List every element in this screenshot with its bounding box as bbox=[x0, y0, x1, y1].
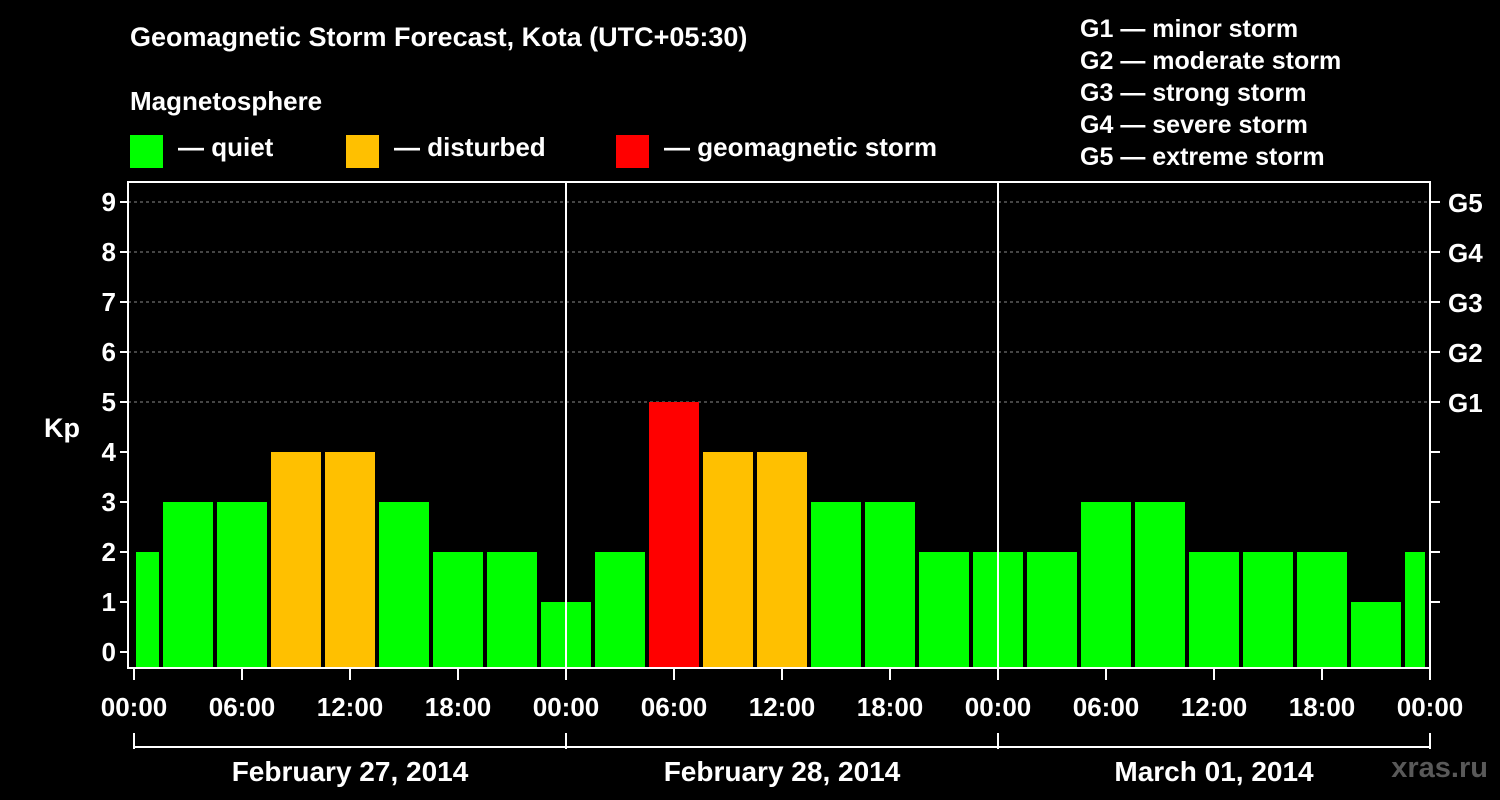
storm-level: G3 bbox=[1080, 79, 1114, 107]
x-tick-label: 12:00 bbox=[749, 692, 816, 722]
y-tick-label: 3 bbox=[102, 487, 116, 517]
kp-bar bbox=[1351, 602, 1401, 668]
legend-heading: Magnetosphere bbox=[130, 86, 323, 116]
g-scale-label: G5 bbox=[1448, 188, 1483, 218]
kp-bar bbox=[1405, 552, 1425, 668]
storm-scale-g2: G2 — moderate storm bbox=[1080, 47, 1341, 76]
storm-scale-g4: G4 — severe storm bbox=[1080, 111, 1308, 140]
x-tick-label: 18:00 bbox=[425, 692, 492, 722]
x-tick-label: 06:00 bbox=[1073, 692, 1140, 722]
kp-bar bbox=[757, 452, 807, 668]
storm-scale-g1: G1 — minor storm bbox=[1080, 15, 1298, 44]
x-tick-label: 00:00 bbox=[101, 692, 168, 722]
legend-swatch-disturbed bbox=[346, 135, 379, 168]
x-tick-label: 18:00 bbox=[857, 692, 924, 722]
g-scale-label: G3 bbox=[1448, 288, 1483, 318]
chart-title: Geomagnetic Storm Forecast, Kota (UTC+05… bbox=[130, 22, 748, 52]
kp-bar bbox=[163, 502, 213, 668]
x-tick-label: 18:00 bbox=[1289, 692, 1356, 722]
x-tick-label: 06:00 bbox=[209, 692, 276, 722]
legend-label-disturbed: — disturbed bbox=[394, 132, 546, 162]
storm-desc: — minor storm bbox=[1120, 15, 1299, 43]
legend-swatch-quiet bbox=[130, 135, 163, 168]
g-scale-label: G4 bbox=[1448, 238, 1483, 268]
kp-bar bbox=[1189, 552, 1239, 668]
legend-label-storm: — geomagnetic storm bbox=[664, 132, 938, 162]
kp-bar bbox=[271, 452, 321, 668]
legend-swatch-storm bbox=[616, 135, 649, 168]
storm-desc: — moderate storm bbox=[1120, 47, 1342, 75]
y-axis-label: Kp bbox=[44, 413, 80, 443]
kp-bar bbox=[649, 402, 699, 668]
storm-desc: — extreme storm bbox=[1120, 143, 1325, 171]
kp-bar bbox=[703, 452, 753, 668]
x-tick-label: 12:00 bbox=[317, 692, 384, 722]
kp-bar bbox=[1081, 502, 1131, 668]
y-tick-label: 0 bbox=[102, 637, 116, 667]
y-tick-label: 9 bbox=[102, 187, 116, 217]
y-tick-label: 6 bbox=[102, 337, 116, 367]
legend-label-quiet: — quiet bbox=[178, 132, 274, 162]
g-scale-label: G2 bbox=[1448, 338, 1483, 368]
kp-bar bbox=[595, 552, 645, 668]
storm-desc: — strong storm bbox=[1120, 79, 1307, 107]
storm-level: G1 bbox=[1080, 15, 1114, 43]
plot-frame bbox=[127, 181, 1431, 669]
x-tick-label: 06:00 bbox=[641, 692, 708, 722]
y-tick-label: 4 bbox=[102, 437, 117, 467]
storm-level: G2 bbox=[1080, 47, 1114, 75]
kp-bar bbox=[919, 552, 969, 668]
kp-bar bbox=[973, 552, 1023, 668]
storm-level: G5 bbox=[1080, 143, 1114, 171]
date-label: March 01, 2014 bbox=[1114, 756, 1314, 787]
date-label: February 27, 2014 bbox=[232, 756, 469, 787]
date-label: February 28, 2014 bbox=[664, 756, 901, 787]
kp-bar bbox=[1027, 552, 1077, 668]
y-tick-label: 8 bbox=[102, 237, 116, 267]
kp-bar bbox=[811, 502, 861, 668]
x-tick-label: 00:00 bbox=[1397, 692, 1464, 722]
storm-scale-g5: G5 — extreme storm bbox=[1080, 143, 1325, 172]
kp-bar bbox=[325, 452, 375, 668]
kp-bar bbox=[1135, 502, 1185, 668]
kp-bar bbox=[433, 552, 483, 668]
x-tick-label: 00:00 bbox=[965, 692, 1032, 722]
y-tick-label: 5 bbox=[102, 387, 116, 417]
storm-scale-g3: G3 — strong storm bbox=[1080, 79, 1306, 108]
kp-bar bbox=[217, 502, 267, 668]
kp-bar bbox=[1243, 552, 1293, 668]
y-tick-label: 1 bbox=[102, 587, 116, 617]
g-scale-label: G1 bbox=[1448, 388, 1483, 418]
storm-desc: — severe storm bbox=[1120, 111, 1308, 139]
kp-bar bbox=[379, 502, 429, 668]
kp-bar bbox=[487, 552, 537, 668]
x-tick-label: 12:00 bbox=[1181, 692, 1248, 722]
kp-bar bbox=[1297, 552, 1347, 668]
y-tick-label: 2 bbox=[102, 537, 116, 567]
x-tick-label: 00:00 bbox=[533, 692, 600, 722]
storm-level: G4 bbox=[1080, 111, 1114, 139]
y-tick-label: 7 bbox=[102, 287, 116, 317]
kp-bar bbox=[865, 502, 915, 668]
kp-bar bbox=[136, 552, 159, 668]
watermark: xras.ru bbox=[1391, 752, 1488, 784]
kp-bar bbox=[541, 602, 591, 668]
